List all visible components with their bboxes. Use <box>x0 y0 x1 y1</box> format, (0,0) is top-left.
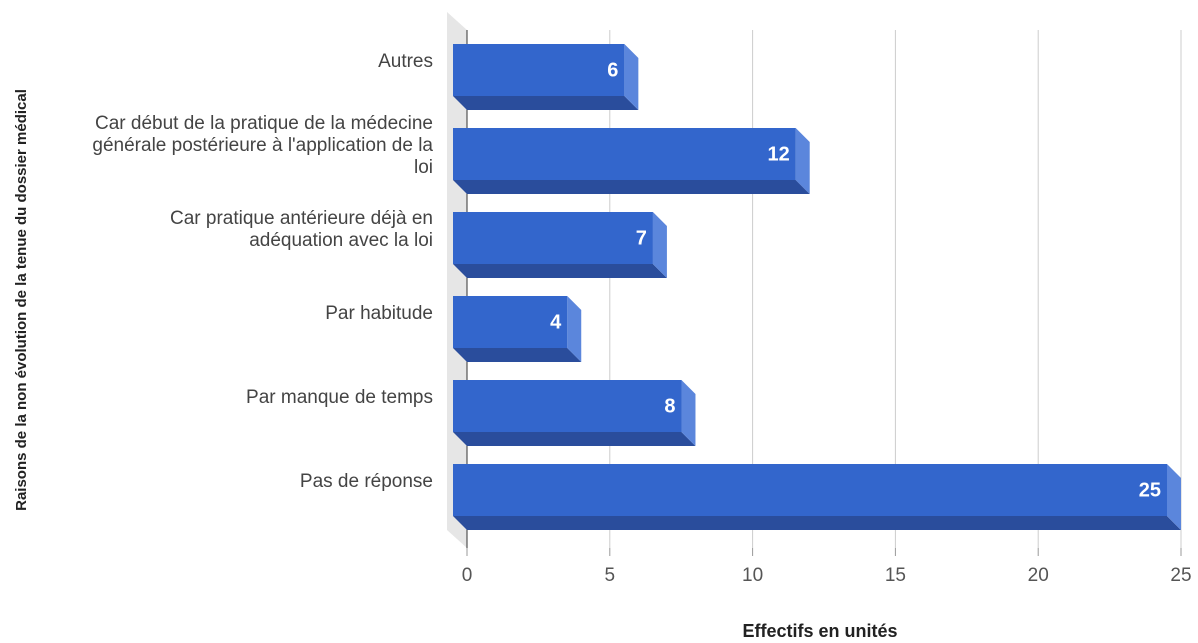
bar-side <box>652 212 667 278</box>
bar-side <box>795 128 810 194</box>
y-tick-label: Car début de la pratique de la médecine … <box>92 113 433 178</box>
bar-bottom <box>453 180 810 194</box>
bar-side <box>567 296 582 362</box>
bar-bottom <box>453 432 696 446</box>
bar <box>453 128 796 180</box>
value-label: 7 <box>636 227 647 249</box>
value-label: 8 <box>664 395 675 417</box>
bar-side <box>1167 464 1181 530</box>
bar <box>453 44 625 96</box>
bar-side <box>624 44 639 110</box>
y-tick-label: Par habitude <box>325 303 433 324</box>
bar <box>453 296 568 348</box>
bar <box>453 380 682 432</box>
bar <box>453 464 1167 516</box>
x-tick-label: 20 <box>1028 565 1049 586</box>
value-label: 12 <box>767 143 789 165</box>
bar <box>453 212 653 264</box>
bar-bottom <box>453 348 582 362</box>
bar-side <box>681 380 696 446</box>
bar-bottom <box>453 516 1181 530</box>
x-tick-label: 15 <box>885 565 906 586</box>
x-tick-label: 0 <box>462 565 473 586</box>
y-tick-label: Pas de réponse <box>299 471 433 492</box>
x-tick-label: 25 <box>1170 565 1191 586</box>
y-tick-label: Autres <box>378 51 433 72</box>
y-axis-label: Raisons de la non évolution de la tenue … <box>13 89 30 511</box>
x-tick-label: 5 <box>605 565 616 586</box>
y-tick-label: Par manque de temps <box>246 387 433 408</box>
x-axis-label: Effectifs en unités <box>742 621 897 641</box>
x-tick-label: 10 <box>742 565 763 586</box>
bar-bottom <box>453 96 639 110</box>
bar-bottom <box>453 264 667 278</box>
value-label: 25 <box>1139 479 1161 501</box>
value-label: 6 <box>607 59 618 81</box>
value-label: 4 <box>550 311 562 333</box>
y-tick-label: Car pratique antérieure déjà en adéquati… <box>169 208 433 251</box>
